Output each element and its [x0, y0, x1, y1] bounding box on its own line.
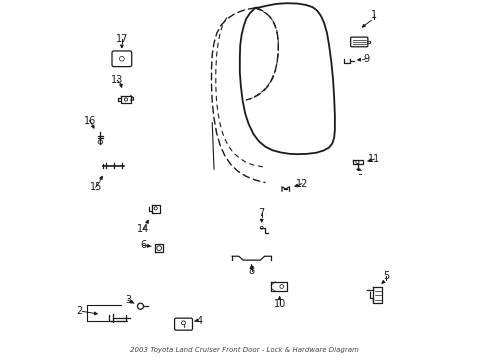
Text: 16: 16 — [83, 116, 96, 126]
Text: 17: 17 — [116, 35, 128, 44]
Text: 9: 9 — [363, 54, 369, 64]
Text: 2003 Toyota Land Cruiser Front Door - Lock & Hardware Diagram: 2003 Toyota Land Cruiser Front Door - Lo… — [130, 347, 358, 353]
Text: 12: 12 — [295, 179, 307, 189]
Text: 7: 7 — [258, 208, 264, 218]
Text: 5: 5 — [382, 271, 388, 281]
Text: 4: 4 — [196, 316, 203, 325]
Text: 11: 11 — [367, 154, 380, 164]
Text: 2: 2 — [76, 306, 82, 316]
Text: 8: 8 — [248, 266, 254, 276]
Text: 14: 14 — [137, 225, 149, 234]
Text: 3: 3 — [124, 295, 131, 305]
Text: 15: 15 — [89, 182, 102, 192]
Text: 6: 6 — [140, 240, 146, 250]
Text: 1: 1 — [370, 10, 376, 20]
Text: 10: 10 — [273, 299, 285, 309]
Text: 13: 13 — [111, 75, 123, 85]
